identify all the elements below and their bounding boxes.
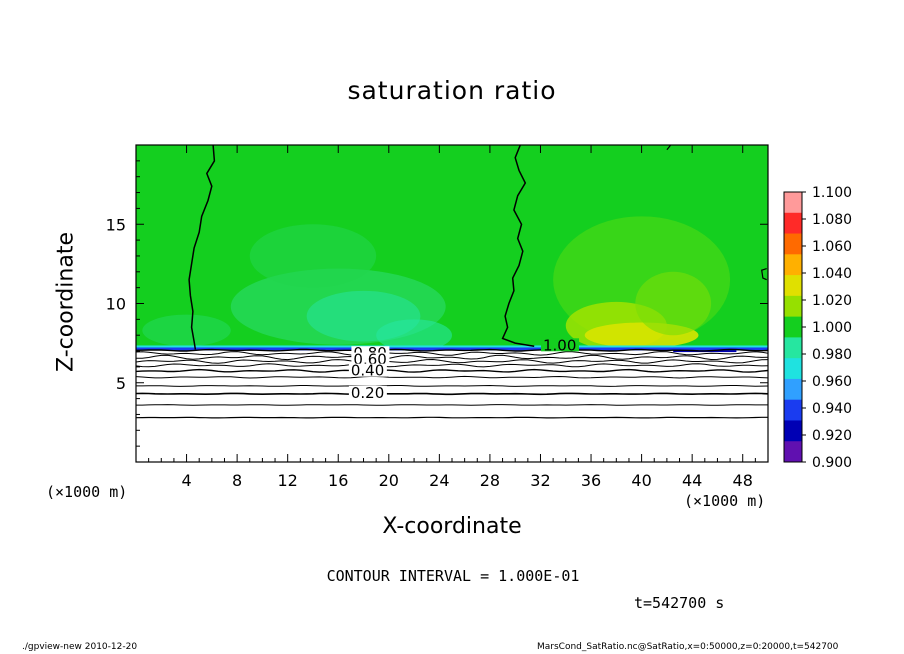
colorbar-swatch bbox=[784, 275, 802, 297]
colorbar: 1.100 1.080 1.060 1.040 1.020 1.000 0.980 0.960… bbox=[783, 185, 852, 471]
contour-label: 0.40 bbox=[351, 362, 384, 380]
field-patch bbox=[249, 224, 377, 288]
y-tick-label: 10 bbox=[106, 295, 126, 314]
colorbar-label: 0.980 bbox=[812, 347, 852, 363]
contour-label: 1.00 bbox=[543, 336, 576, 354]
field-patch bbox=[376, 319, 452, 352]
colorbar-swatch bbox=[784, 378, 802, 401]
cloud-base-fringe bbox=[136, 345, 768, 348]
colorbar-label: 1.060 bbox=[812, 239, 852, 255]
colorbar-swatch bbox=[784, 316, 802, 338]
colorbar-swatch bbox=[784, 192, 802, 214]
contour-line bbox=[136, 375, 768, 379]
x-tick-label: 36 bbox=[581, 471, 601, 490]
contour-line bbox=[136, 363, 768, 368]
x-tick-label: 12 bbox=[278, 471, 298, 490]
contour-interval: CONTOUR INTERVAL = 1.000E-01 bbox=[326, 567, 580, 585]
x-axis-ticks: 4 8 12 16 20 24 28 32 36 40 44 48 bbox=[148, 145, 756, 490]
contour-line bbox=[136, 384, 768, 387]
footer-left: ./gpview-new 2010-12-20 bbox=[22, 642, 138, 652]
field-patch bbox=[635, 271, 712, 336]
field-patch bbox=[142, 314, 231, 347]
contour-line bbox=[136, 351, 768, 356]
colorbar-swatch bbox=[784, 233, 802, 255]
contour-line-vertical bbox=[188, 145, 216, 350]
contour-line bbox=[136, 368, 768, 373]
contour-lines bbox=[136, 145, 768, 419]
colorbar-label: 1.020 bbox=[812, 293, 852, 309]
x-tick-label: 16 bbox=[328, 471, 348, 490]
x-tick-label: 24 bbox=[429, 471, 449, 490]
x-tick-label: 28 bbox=[480, 471, 500, 490]
colorbar-swatch bbox=[784, 295, 802, 318]
colorbar-swatch bbox=[784, 358, 802, 380]
y-axis-label: Z-coordinate bbox=[53, 232, 79, 372]
subsaturated-region bbox=[136, 349, 768, 462]
colorbar-swatch bbox=[784, 337, 802, 359]
y-tick-label: 5 bbox=[116, 374, 126, 393]
x-tick-label: 8 bbox=[232, 471, 242, 490]
colorbar-swatch bbox=[784, 420, 802, 442]
x-tick-label: 4 bbox=[181, 471, 191, 490]
x-tick-label: 48 bbox=[733, 471, 753, 490]
cloud-base-band bbox=[136, 347, 768, 351]
x-tick-label: 20 bbox=[379, 471, 399, 490]
contour-line-vertical bbox=[666, 145, 672, 151]
contour-line bbox=[136, 392, 768, 396]
colorbar-swatch bbox=[784, 399, 802, 421]
chart-title: saturation ratio bbox=[347, 76, 557, 105]
colorbar-label: 1.080 bbox=[812, 212, 852, 228]
contour-line bbox=[136, 416, 768, 419]
contour-line-vertical bbox=[761, 268, 767, 281]
x-tick-label: 32 bbox=[530, 471, 550, 490]
colorbar-label: 0.900 bbox=[812, 455, 852, 471]
contour-label-bg bbox=[348, 385, 387, 399]
y-axis-ticks: 5 10 15 bbox=[106, 160, 768, 447]
contour-line bbox=[136, 404, 768, 406]
contour-labels: 1.000.800.600.400.20 bbox=[348, 336, 580, 402]
contour-line bbox=[136, 348, 768, 352]
y-tick-label: 15 bbox=[106, 215, 126, 234]
contour-line-vertical bbox=[501, 145, 535, 348]
x-unit-left: (×1000 m) bbox=[46, 483, 128, 501]
contour-label-bg bbox=[348, 363, 387, 377]
colorbar-label: 0.920 bbox=[812, 428, 852, 444]
colorbar-label: 1.040 bbox=[812, 266, 852, 282]
contour-label-bg bbox=[351, 352, 390, 366]
contour-label: 0.20 bbox=[351, 384, 384, 402]
saturation-field bbox=[136, 145, 768, 462]
x-axis-label: X-coordinate bbox=[382, 514, 522, 539]
contour-label-bg bbox=[541, 338, 580, 352]
colorbar-label: 1.100 bbox=[812, 185, 852, 201]
colorbar-label: 0.940 bbox=[812, 401, 852, 417]
time-stamp: t=542700 s bbox=[634, 594, 725, 612]
colorbar-label: 0.960 bbox=[812, 374, 852, 390]
contour-line bbox=[136, 358, 768, 364]
footer-right: MarsCond_SatRatio.nc@SatRatio,x=0:50000,… bbox=[537, 642, 839, 652]
colorbar-swatch bbox=[784, 441, 802, 463]
x-unit-right: (×1000 m) bbox=[684, 492, 766, 510]
x-tick-label: 44 bbox=[682, 471, 702, 490]
colorbar-swatch bbox=[784, 254, 802, 276]
x-tick-label: 40 bbox=[631, 471, 651, 490]
contour-line bbox=[136, 354, 768, 361]
colorbar-swatch bbox=[784, 212, 802, 235]
colorbar-label: 1.000 bbox=[812, 320, 852, 336]
